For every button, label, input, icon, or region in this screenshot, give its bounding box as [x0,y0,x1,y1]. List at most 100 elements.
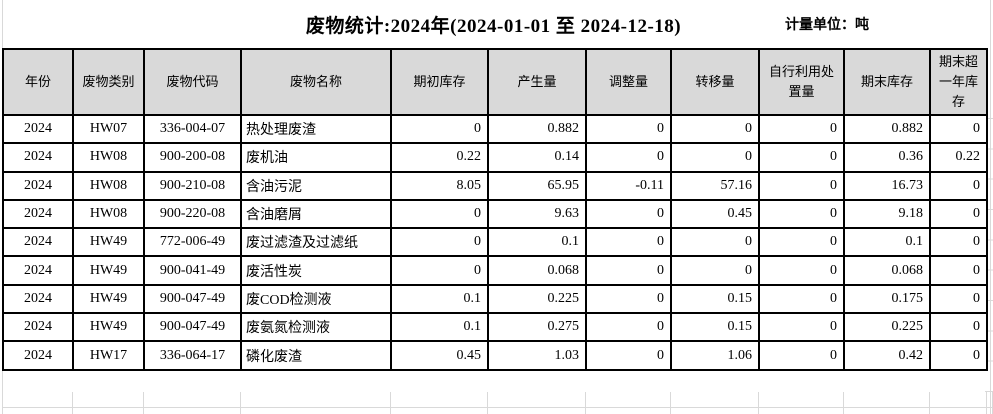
cell[interactable]: 2024 [2,227,74,258]
cell[interactable]: HW49 [72,227,145,258]
cell[interactable]: 9.63 [487,198,587,230]
cell[interactable]: 0 [929,283,988,315]
cell[interactable]: 0.1 [390,312,489,343]
cell[interactable]: 900-041-49 [143,255,242,286]
cell[interactable]: HW49 [72,312,145,343]
column-header-year[interactable]: 年份 [2,48,74,116]
cell[interactable]: HW49 [72,255,145,286]
empty-cell[interactable] [929,392,987,408]
cell[interactable]: 0.275 [487,312,587,343]
column-header-generated[interactable]: 产生量 [487,48,587,116]
cell[interactable]: 废机油 [240,142,392,173]
column-header-ending-stock[interactable]: 期末库存 [843,48,931,116]
cell[interactable]: 0 [929,198,988,230]
cell[interactable]: 0 [390,198,489,230]
cell[interactable]: 热处理废渣 [240,113,392,145]
cell[interactable]: 0 [929,113,988,145]
empty-cell[interactable] [143,407,241,414]
empty-cell[interactable] [670,407,759,414]
column-header-adjustment[interactable]: 调整量 [585,48,672,116]
cell[interactable]: 0.36 [843,142,931,173]
cell[interactable]: 16.73 [843,170,931,201]
empty-cell[interactable] [758,407,844,414]
cell[interactable]: 2024 [2,113,74,145]
cell[interactable]: 336-004-07 [143,113,242,145]
empty-cell[interactable] [487,392,586,408]
cell[interactable]: 1.06 [670,340,760,371]
cell[interactable]: 0 [585,312,672,343]
cell[interactable]: 0.45 [390,340,489,371]
cell[interactable]: 0 [585,283,672,315]
cell[interactable]: HW08 [72,198,145,230]
column-header-opening-stock[interactable]: 期初库存 [390,48,489,116]
column-header-self-disposed[interactable]: 自行利用处置量 [758,48,845,116]
cell[interactable]: 0.45 [670,198,760,230]
cell[interactable]: -0.11 [585,170,672,201]
cell[interactable]: 0.22 [390,142,489,173]
empty-cell[interactable] [72,407,144,414]
cell[interactable]: 0 [670,255,760,286]
cell[interactable]: 900-047-49 [143,283,242,315]
cell[interactable]: 0.15 [670,283,760,315]
column-header-waste-code[interactable]: 废物代码 [143,48,242,116]
empty-cell[interactable] [843,392,930,408]
cell[interactable]: 2024 [2,255,74,286]
cell[interactable]: 336-064-17 [143,340,242,371]
cell[interactable]: 0.1 [390,283,489,315]
cell[interactable]: 0 [758,340,845,371]
cell[interactable]: 0 [390,227,489,258]
cell[interactable]: HW07 [72,113,145,145]
cell[interactable]: 0 [585,198,672,230]
cell[interactable]: 磷化废渣 [240,340,392,371]
cell[interactable]: 0 [390,113,489,145]
cell[interactable]: 0 [929,312,988,343]
empty-cell[interactable] [390,407,488,414]
cell[interactable]: 0 [758,198,845,230]
cell[interactable]: 57.16 [670,170,760,201]
empty-cell[interactable] [843,407,930,414]
column-header-transferred[interactable]: 转移量 [670,48,760,116]
cell[interactable]: 废活性炭 [240,255,392,286]
cell[interactable]: 废过滤渣及过滤纸 [240,227,392,258]
cell[interactable]: 0.225 [843,312,931,343]
cell[interactable]: 65.95 [487,170,587,201]
empty-cell[interactable] [143,392,241,408]
cell[interactable]: 0 [758,170,845,201]
cell[interactable]: 2024 [2,340,74,371]
cell[interactable]: 0 [670,142,760,173]
cell[interactable]: 0.068 [843,255,931,286]
empty-cell[interactable] [929,407,987,414]
cell[interactable]: 0 [758,142,845,173]
cell[interactable]: 0.1 [843,227,931,258]
cell[interactable]: 0 [585,255,672,286]
empty-cell[interactable] [390,392,488,408]
cell[interactable]: 0.22 [929,142,988,173]
column-header-over-one-year[interactable]: 期末超一年库存 [929,48,988,116]
cell[interactable]: 0 [929,340,988,371]
cell[interactable]: 0 [670,113,760,145]
cell[interactable]: 0 [758,312,845,343]
cell[interactable]: HW49 [72,283,145,315]
cell[interactable]: 9.18 [843,198,931,230]
cell[interactable]: 废氨氮检测液 [240,312,392,343]
empty-cell[interactable] [240,392,391,408]
cell[interactable]: 0 [758,255,845,286]
empty-cell[interactable] [758,392,844,408]
cell[interactable]: 0.068 [487,255,587,286]
cell[interactable]: 2024 [2,312,74,343]
empty-cell[interactable] [585,392,671,408]
cell[interactable]: 772-006-49 [143,227,242,258]
cell[interactable]: HW17 [72,340,145,371]
cell[interactable]: 0 [758,113,845,145]
cell[interactable]: 0.1 [487,227,587,258]
cell[interactable]: 含油磨屑 [240,198,392,230]
cell[interactable]: 0.225 [487,283,587,315]
cell[interactable]: 0 [929,255,988,286]
cell[interactable]: 2024 [2,198,74,230]
cell[interactable]: 0 [585,340,672,371]
cell[interactable]: 1.03 [487,340,587,371]
cell[interactable]: 0 [585,227,672,258]
cell[interactable]: 0 [585,142,672,173]
empty-cell[interactable] [240,407,391,414]
cell[interactable]: HW08 [72,142,145,173]
